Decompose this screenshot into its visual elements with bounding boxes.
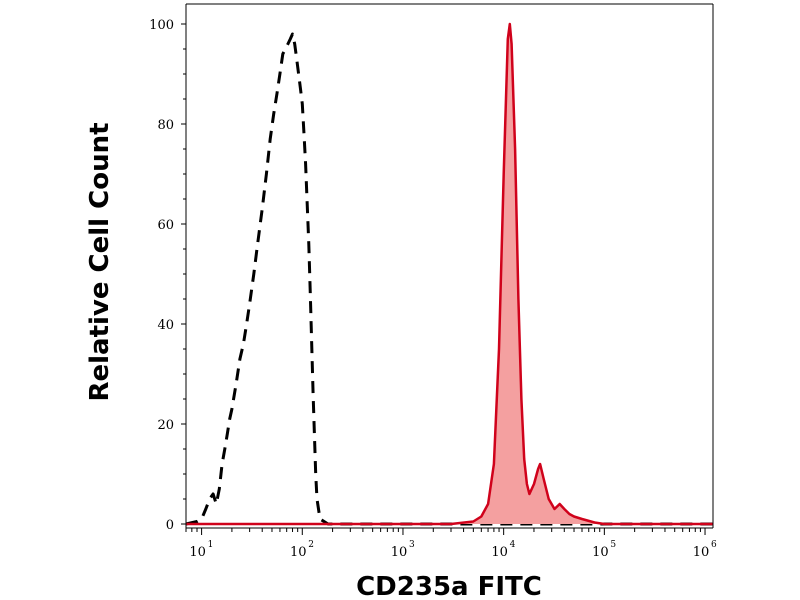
x-tick-label-1000000: 10 bbox=[693, 545, 710, 560]
x-tick-exponent-1000000: 6 bbox=[711, 540, 717, 550]
axes-layer bbox=[185, 3, 714, 529]
x-tick-label-100000: 10 bbox=[592, 545, 609, 560]
x-tick-label-1000: 10 bbox=[391, 545, 408, 560]
x-tick-label-10000: 10 bbox=[491, 545, 508, 560]
x-tick-exponent-100000: 5 bbox=[610, 540, 616, 550]
series-1-fill bbox=[186, 24, 713, 524]
x-tick-label-100: 10 bbox=[290, 545, 307, 560]
y-tick-label-60: 60 bbox=[157, 218, 174, 233]
y-axis-title: Relative Cell Count bbox=[85, 122, 115, 401]
y-tick-label-0: 0 bbox=[166, 518, 174, 533]
y-tick-label-20: 20 bbox=[157, 418, 174, 433]
x-tick-exponent-1000: 3 bbox=[409, 540, 415, 550]
x-tick-exponent-10000: 4 bbox=[510, 540, 516, 550]
series-1-line bbox=[186, 22, 713, 526]
y-tick-label-100: 100 bbox=[149, 18, 174, 33]
x-axis-title: CD235a FITC bbox=[356, 572, 542, 600]
x-tick-exponent-10: 1 bbox=[208, 540, 214, 550]
y-tick-label-40: 40 bbox=[157, 318, 174, 333]
y-tick-label-80: 80 bbox=[157, 118, 174, 133]
x-tick-exponent-100: 2 bbox=[308, 540, 314, 550]
x-tick-label-10: 10 bbox=[189, 545, 206, 560]
series-layer bbox=[185, 22, 713, 526]
series-0-line bbox=[185, 32, 713, 526]
